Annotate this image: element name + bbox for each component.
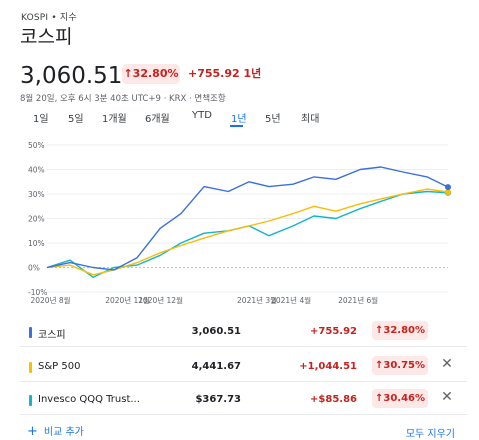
remove-comparison-close-icon[interactable]: ✕	[441, 389, 453, 405]
tab-1y[interactable]: 1년	[231, 114, 247, 125]
divider	[20, 381, 467, 382]
add-comparison-label: 비교 추가	[43, 427, 84, 438]
comparison-row-sp500[interactable]: S&P 500 4,441.67 +1,044.51 ↑30.75% ✕	[0, 352, 479, 382]
tab-max[interactable]: 최대	[301, 114, 320, 125]
comparison-price: $367.73	[195, 394, 241, 405]
y-tick-label: 40%	[28, 166, 45, 175]
tab-1m[interactable]: 1개월	[102, 114, 127, 125]
add-comparison-button[interactable]: + 비교 추가	[27, 423, 84, 439]
change-percent-badge: ↑32.80%	[122, 64, 180, 84]
y-tick-label: 30%	[28, 190, 45, 199]
y-tick-label: 10%	[28, 239, 45, 248]
tab-5d[interactable]: 5일	[68, 114, 84, 125]
x-tick-label: 2021년 3월	[237, 295, 277, 305]
plus-icon: +	[27, 424, 38, 439]
y-tick-label: -10%	[28, 288, 47, 297]
y-tick-label: 20%	[28, 215, 45, 224]
divider	[20, 414, 467, 415]
series-line-sp500	[46, 188, 449, 276]
comparison-name: S&P 500	[38, 361, 81, 372]
timestamp-disclaimer: 8월 20일, 오후 6시 3분 40초 UTC+9 · KRX · 면책조항	[20, 94, 226, 104]
comparison-row-kospi[interactable]: 코스피 3,060.51 +755.92 ↑32.80%	[0, 317, 479, 347]
comparison-chart[interactable]: 50%40%30%20%10%0%-10% 2020년 8월 2020년 11월2…	[0, 135, 479, 310]
comparison-row-qqq[interactable]: Invesco QQQ Trust... $367.73 +$85.86 ↑30…	[0, 385, 479, 415]
tab-1d[interactable]: 1일	[33, 114, 49, 125]
x-tick-label: 2020년 8월	[30, 295, 70, 305]
divider	[20, 346, 467, 347]
series-endpoint-dot	[445, 189, 451, 196]
comparison-percent-badge: ↑30.46%	[372, 389, 428, 408]
series-color-swatch	[29, 327, 32, 338]
y-tick-label: 0%	[28, 264, 40, 273]
clear-all-button[interactable]: 모두 지우기	[405, 429, 455, 440]
x-tick-label: 2020년 12월	[138, 295, 183, 305]
x-tick-label: 2021년 4월	[271, 295, 311, 305]
range-tabs: 1일 5일 1개월 6개월 YTD 1년 5년 최대	[20, 110, 350, 130]
y-tick-label: 50%	[28, 141, 45, 150]
series-line-kospi	[46, 166, 449, 271]
comparison-name: Invesco QQQ Trust...	[38, 394, 140, 405]
y-axis-ticks: 50% 40% 30% 20% 10% 0% -10%	[28, 141, 47, 297]
active-tab-indicator	[230, 125, 243, 127]
comparison-change: +755.92	[310, 326, 357, 337]
series-line-qqq	[46, 190, 449, 279]
tab-6m[interactable]: 6개월	[145, 114, 170, 125]
comparison-percent-badge: ↑32.80%	[372, 321, 428, 340]
breadcrumb: KOSPI • 지수	[21, 13, 77, 23]
change-amount: +755.92 1년	[188, 67, 262, 80]
remove-comparison-close-icon[interactable]: ✕	[441, 356, 453, 372]
chart-series	[46, 166, 451, 279]
page-title: 코스피	[20, 26, 73, 48]
comparison-percent-badge: ↑30.75%	[372, 356, 428, 375]
current-price: 3,060.51	[20, 63, 123, 89]
series-color-swatch	[29, 395, 32, 406]
x-tick-label: 2021년 6월	[338, 295, 378, 305]
tab-5y[interactable]: 5년	[265, 114, 281, 125]
x-tick-label: 2020년 11월	[105, 295, 150, 305]
tab-ytd[interactable]: YTD	[192, 110, 212, 121]
comparison-change: +1,044.51	[299, 361, 357, 372]
chart-grid	[47, 144, 448, 293]
series-color-swatch	[29, 362, 32, 373]
comparison-change: +$85.86	[310, 394, 357, 405]
comparison-price: 3,060.51	[191, 326, 241, 337]
comparison-price: 4,441.67	[191, 361, 241, 372]
series-endpoint-dot	[445, 184, 451, 191]
comparison-name: 코스피	[38, 330, 66, 341]
